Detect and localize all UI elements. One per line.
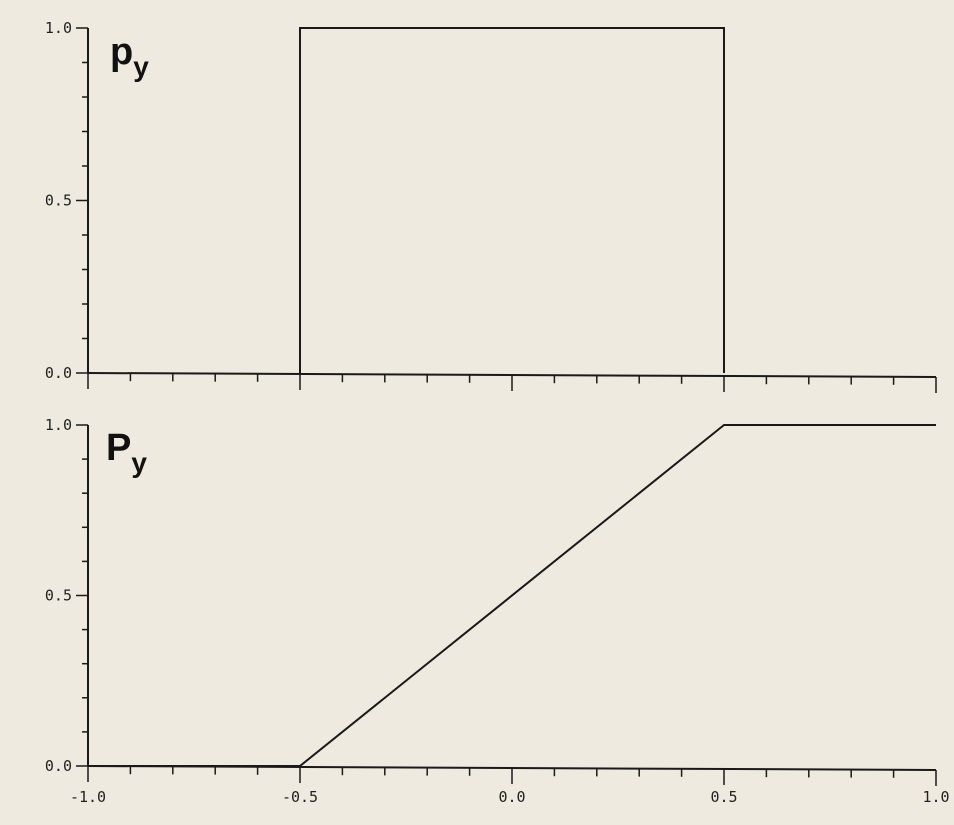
series-line	[299, 27, 725, 373]
panel-label-distribution: Py	[106, 427, 147, 478]
x-tick-label: -0.5	[282, 788, 318, 806]
y-tick-label: 0.5	[45, 192, 72, 210]
x-tick-label: -1.0	[70, 788, 106, 806]
distribution-panel: Py 0.0 0.5 1.0 -1.0 -0.5 0.0 0.5 1.0	[45, 416, 950, 806]
panel-label-sub: y	[131, 447, 147, 478]
y-tick-label: 0.5	[45, 587, 72, 605]
x-tick-label: 0.5	[710, 788, 737, 806]
y-tick-label: 0.0	[45, 757, 72, 775]
y-tick-label: 0.0	[45, 364, 72, 382]
panel-label-main: P	[106, 427, 131, 469]
x-tick-label: 1.0	[922, 788, 949, 806]
panel-label-sub: y	[133, 51, 149, 82]
y-tick-label: 1.0	[45, 416, 72, 434]
series-line	[88, 424, 936, 767]
panel-label-main: p	[110, 31, 133, 73]
density-panel: py 0.0 0.5 1.0	[45, 19, 937, 393]
panel-label-density: py	[110, 31, 149, 82]
x-tick-label: 0.0	[498, 788, 525, 806]
y-tick-label: 1.0	[45, 19, 72, 37]
